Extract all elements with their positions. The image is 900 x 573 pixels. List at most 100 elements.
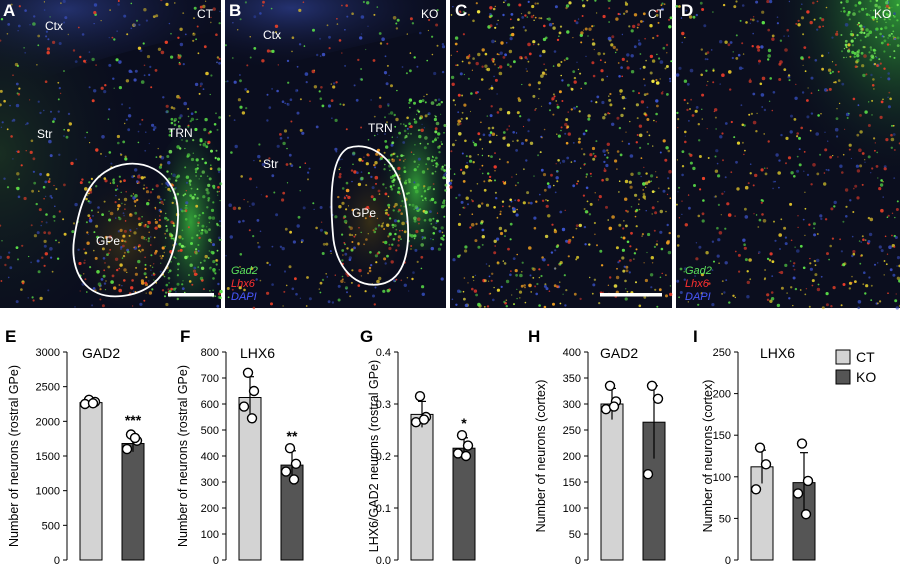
cell-dot xyxy=(118,288,122,293)
cell-dot xyxy=(331,117,333,119)
cell-dot xyxy=(731,56,734,60)
cell-dot xyxy=(581,148,583,150)
cell-dot xyxy=(649,71,653,75)
cell-dot xyxy=(117,141,120,145)
cell-dot xyxy=(350,281,353,284)
cell-dot xyxy=(689,108,691,110)
cell-dot xyxy=(118,284,121,286)
cell-dot xyxy=(118,86,122,90)
cell-dot xyxy=(167,187,171,191)
cell-dot xyxy=(296,111,300,115)
cell-dot xyxy=(609,92,612,96)
cell-dot xyxy=(384,163,386,166)
cell-dot xyxy=(646,118,650,121)
cell-dot xyxy=(418,222,420,225)
cell-dot xyxy=(578,137,581,141)
cell-dot xyxy=(809,257,811,260)
cell-dot xyxy=(534,109,536,111)
cell-dot xyxy=(886,0,889,2)
cell-dot xyxy=(652,145,654,147)
cell-dot xyxy=(384,211,388,215)
cell-dot xyxy=(319,206,323,209)
cell-dot xyxy=(825,6,828,9)
cell-dot xyxy=(493,58,495,61)
cell-dot xyxy=(874,49,877,52)
cell-dot xyxy=(158,215,161,217)
cell-dot xyxy=(542,49,546,54)
cell-dot xyxy=(162,96,165,99)
cell-dot xyxy=(420,128,424,132)
cell-dot xyxy=(313,208,315,210)
cell-dot xyxy=(6,128,9,131)
cell-dot xyxy=(99,298,102,301)
cell-dot xyxy=(697,214,701,218)
cell-dot xyxy=(629,154,634,158)
cell-dot xyxy=(319,97,323,100)
cell-dot xyxy=(867,240,871,243)
cell-dot xyxy=(168,149,173,154)
cell-dot xyxy=(714,108,718,112)
cell-dot xyxy=(871,84,875,87)
cell-dot xyxy=(385,187,387,189)
cell-dot xyxy=(882,196,884,198)
cell-dot xyxy=(112,77,115,80)
cell-dot xyxy=(463,103,467,107)
cell-dot xyxy=(683,267,687,271)
cell-dot xyxy=(457,222,462,226)
cell-dot xyxy=(430,223,433,225)
data-point xyxy=(608,401,620,412)
y-tick-label: 150 xyxy=(713,430,731,442)
cell-dot xyxy=(195,248,198,251)
cell-dot xyxy=(516,297,518,300)
cell-dot xyxy=(664,67,667,70)
cell-dot xyxy=(356,171,359,174)
cell-dot xyxy=(89,142,91,144)
cell-dot xyxy=(143,299,146,302)
cell-dot xyxy=(449,185,453,189)
cell-dot xyxy=(160,257,163,260)
y-tick-label: 0.3 xyxy=(376,399,391,411)
cell-dot xyxy=(413,101,416,105)
cell-dot xyxy=(122,244,125,248)
cell-dot xyxy=(172,107,176,110)
cell-dot xyxy=(460,117,463,120)
cell-dot xyxy=(551,96,555,101)
cell-dot xyxy=(774,239,777,242)
cell-dot xyxy=(457,289,461,293)
cell-dot xyxy=(778,186,780,189)
cell-dot xyxy=(854,37,856,40)
cell-dot xyxy=(735,34,738,37)
cell-dot xyxy=(496,53,499,56)
cell-dot xyxy=(806,99,809,102)
cell-dot xyxy=(338,205,342,209)
cell-dot xyxy=(200,231,204,235)
cell-dot xyxy=(359,36,363,40)
cell-dot xyxy=(403,283,407,287)
cell-dot xyxy=(300,241,303,244)
cell-dot xyxy=(395,228,398,231)
cell-dot xyxy=(593,48,595,51)
cell-dot xyxy=(431,140,435,143)
cell-dot xyxy=(811,279,815,283)
cell-dot xyxy=(216,56,220,59)
cell-dot xyxy=(756,112,758,115)
cell-dot xyxy=(876,151,878,154)
cell-dot xyxy=(178,116,182,120)
cell-dot xyxy=(48,139,52,144)
cell-dot xyxy=(290,164,294,168)
cell-dot xyxy=(582,194,586,197)
cell-dot xyxy=(512,207,516,211)
cell-dot xyxy=(372,197,376,201)
cell-dot xyxy=(400,205,402,207)
cell-dot xyxy=(250,267,254,270)
cell-dot xyxy=(499,51,503,55)
cell-dot xyxy=(164,245,166,248)
cell-dot xyxy=(365,238,368,241)
cell-dot xyxy=(442,176,446,180)
cell-dot xyxy=(756,45,760,49)
cell-dot xyxy=(436,104,438,106)
cell-dot xyxy=(177,121,180,123)
cell-dot xyxy=(834,81,837,84)
cell-dot xyxy=(143,8,147,12)
cell-dot xyxy=(842,283,846,286)
